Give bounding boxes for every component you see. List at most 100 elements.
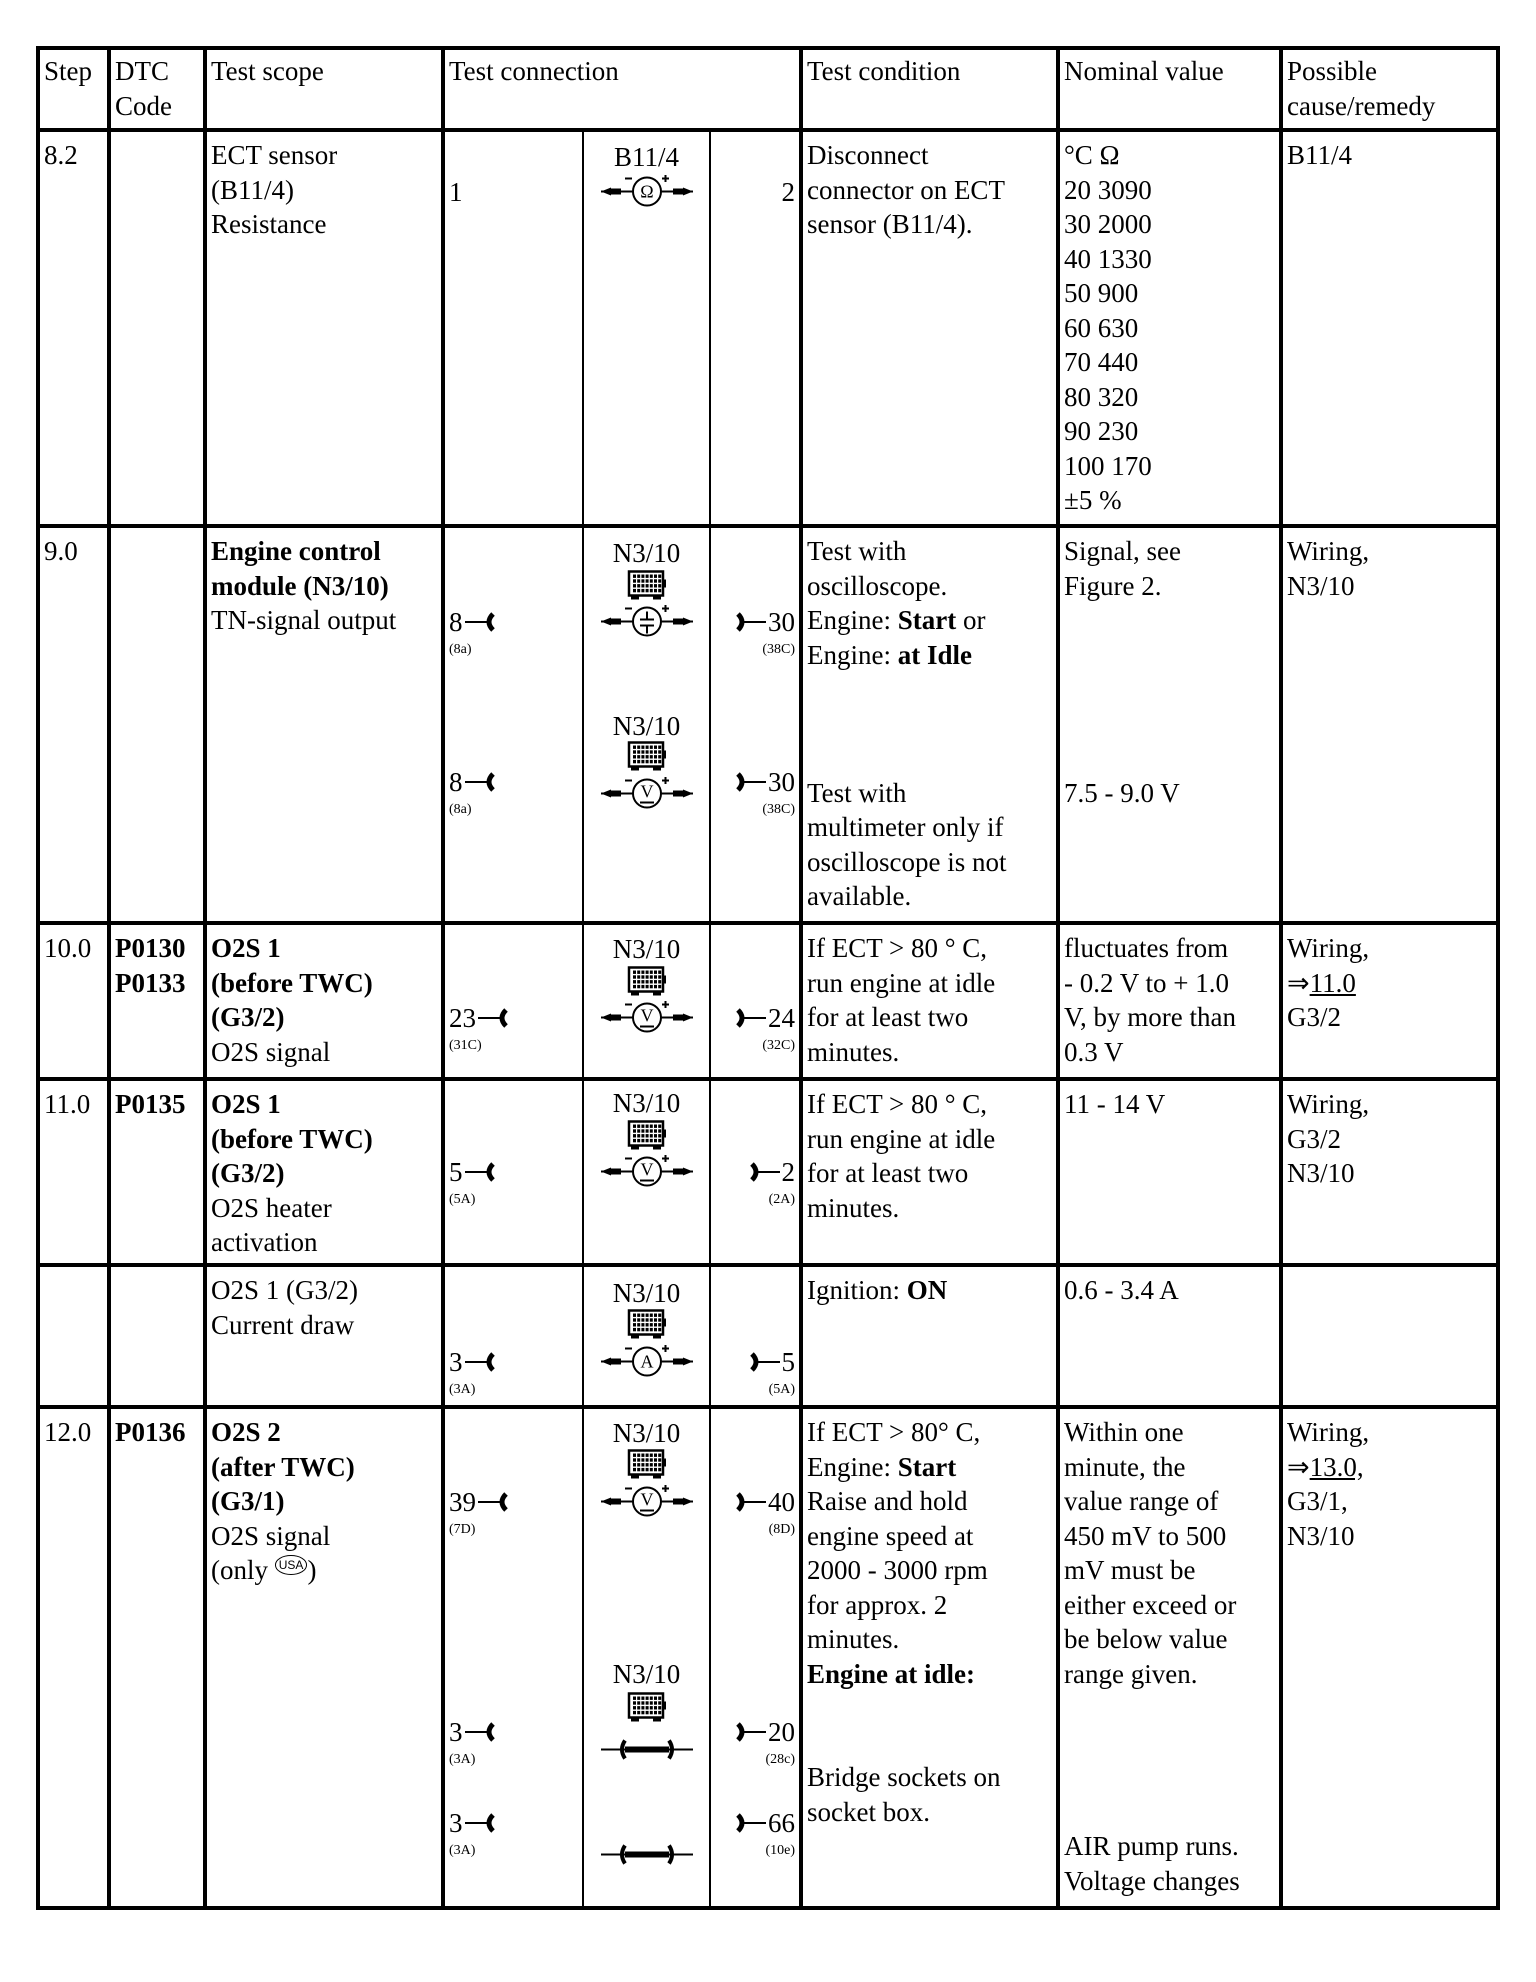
text-line: ⇒13.0, bbox=[1287, 1450, 1369, 1485]
test-scope: O2S 1 (G3/2) Current draw bbox=[211, 1273, 358, 1342]
text-line: multimeter only if bbox=[807, 812, 1004, 842]
right-pin-number: 20 bbox=[768, 1717, 795, 1747]
nominal-value: 11 - 14 V bbox=[1064, 1087, 1165, 1122]
text-line: O2S 1 bbox=[211, 1087, 373, 1122]
text-segment: Engine: bbox=[807, 639, 898, 670]
component-label: N3/10 bbox=[612, 1659, 681, 1689]
control-module-icon-wrap bbox=[627, 570, 667, 607]
oscilloscope-icon bbox=[600, 605, 693, 637]
text-line: mV must be bbox=[1064, 1555, 1196, 1585]
text-line bbox=[1064, 1760, 1240, 1795]
text-line: range given. bbox=[1064, 1658, 1198, 1689]
text-segment: ) bbox=[307, 1555, 317, 1585]
text-line: G3/2 bbox=[1287, 1002, 1341, 1032]
left-pin-number: 3 bbox=[449, 1347, 463, 1377]
text-line: (G3/2) bbox=[211, 1000, 373, 1035]
text-line: 80 320 bbox=[1064, 381, 1139, 412]
text-segment: Engine: bbox=[807, 1451, 898, 1482]
voltmeter-icon: V bbox=[600, 1485, 693, 1517]
text-line: N3/10 bbox=[1287, 1520, 1355, 1551]
socket-left-icon bbox=[464, 1162, 495, 1182]
left-pin-number: 1 bbox=[449, 177, 463, 207]
nominal-value: °C Ω 20 3090 30 2000 40 1330 50 900 60 630 70 … bbox=[1064, 138, 1152, 518]
text-line: activation bbox=[211, 1227, 318, 1257]
ammeter-icon: A bbox=[600, 1345, 693, 1377]
left-pin-socket-ref: (8a) bbox=[449, 642, 472, 657]
text-segment: at Idle bbox=[897, 639, 972, 670]
text-line: Wiring, bbox=[1287, 1417, 1370, 1447]
step-number: 8.2 bbox=[44, 138, 78, 173]
header-step: Step bbox=[44, 54, 92, 89]
left-pin-socket-ref: (8a) bbox=[449, 802, 472, 817]
text-line: (B11/4) bbox=[211, 174, 294, 205]
control-module-icon-wrap bbox=[627, 741, 667, 778]
text-line: oscilloscope. bbox=[807, 570, 948, 601]
text-line: O2S signal bbox=[211, 1036, 331, 1067]
bridge-lead-icon bbox=[600, 1844, 693, 1865]
control-module-connector-icon bbox=[627, 741, 666, 771]
text-segment: O2S 1 bbox=[211, 933, 281, 963]
step-number: 11.0 bbox=[44, 1087, 90, 1122]
right-pin: 30 bbox=[734, 767, 795, 797]
text-line: be below value bbox=[1064, 1624, 1228, 1654]
text-line: 50 900 bbox=[1064, 278, 1139, 308]
text-segment: O2S 1 bbox=[211, 1089, 281, 1119]
left-pin: 8 bbox=[449, 607, 497, 637]
text-line: for at least two bbox=[807, 1002, 969, 1032]
step-label: 8.2 bbox=[44, 140, 78, 170]
text-line: minutes. bbox=[807, 1624, 900, 1654]
left-pin: 8 bbox=[449, 767, 497, 797]
text-line: run engine at idle bbox=[807, 1123, 996, 1154]
text-segment: 13.0, bbox=[1309, 1451, 1364, 1482]
meter-symbol: A bbox=[640, 1352, 653, 1372]
left-pin-number: 8 bbox=[449, 607, 463, 637]
text-line: for approx. 2 bbox=[807, 1589, 948, 1620]
column-border bbox=[203, 46, 207, 1910]
text-line bbox=[1064, 741, 1181, 776]
meter-symbol: V bbox=[640, 1490, 653, 1510]
control-module-connector-icon bbox=[627, 966, 666, 996]
socket-right-icon bbox=[749, 1352, 780, 1372]
text-line: Step bbox=[44, 56, 93, 86]
column-border bbox=[1279, 46, 1283, 1910]
text-line bbox=[1064, 603, 1181, 638]
right-pin: 24 bbox=[734, 1003, 795, 1033]
connection-subdivider bbox=[582, 46, 584, 1910]
meter-symbol-wrap: V bbox=[595, 772, 699, 817]
text-segment: Engine: bbox=[807, 605, 898, 635]
test-scope: O2S 2 (after TWC) (G3/1) O2S signal (only US… bbox=[211, 1415, 355, 1588]
text-line bbox=[1064, 1726, 1240, 1761]
text-line: Test with bbox=[807, 536, 907, 566]
text-line: engine speed at bbox=[807, 1520, 974, 1551]
right-pin-number: 40 bbox=[768, 1487, 795, 1517]
header-connection-cover bbox=[446, 50, 798, 128]
right-pin-number: 2 bbox=[781, 1157, 796, 1187]
nominal-value: Signal, see Figure 2. 7.5 - 9.0 V bbox=[1064, 534, 1181, 810]
text-line: socket box. bbox=[807, 1796, 930, 1827]
text-line bbox=[1064, 1691, 1240, 1726]
text-line: Voltage changes bbox=[1064, 1865, 1240, 1896]
right-pin: 20 bbox=[734, 1717, 795, 1747]
dtc-code: P0130 P0133 bbox=[115, 931, 186, 1000]
component-label: N3/10 bbox=[612, 934, 681, 964]
text-line: P0130 bbox=[115, 931, 186, 966]
row-border bbox=[36, 1906, 1500, 1910]
text-line: minutes. bbox=[807, 1192, 900, 1223]
text-segment: (after TWC) bbox=[211, 1451, 355, 1482]
nominal-value: 0.6 - 3.4 A bbox=[1064, 1273, 1179, 1308]
right-pin: 30 bbox=[734, 607, 795, 637]
text-line: Test connection bbox=[449, 56, 619, 86]
text-segment: 11.0 bbox=[1309, 967, 1356, 998]
step-number: 9.0 bbox=[44, 534, 78, 569]
header-remedy: Possible cause/remedy bbox=[1287, 54, 1435, 123]
text-line: ±5 % bbox=[1064, 485, 1122, 515]
right-pin-number: 24 bbox=[768, 1003, 795, 1033]
text-line: Ignition: ON bbox=[807, 1273, 947, 1308]
text-segment: ⇒ bbox=[1287, 967, 1310, 998]
text-line: If ECT > 80° C, bbox=[807, 1417, 981, 1447]
left-pin-number: 3 bbox=[449, 1808, 463, 1838]
text-segment: Ignition: bbox=[807, 1275, 907, 1305]
text-line: Wiring, bbox=[1287, 1089, 1370, 1119]
text-line: available. bbox=[807, 881, 912, 911]
header-nominal: Nominal value bbox=[1064, 54, 1224, 89]
